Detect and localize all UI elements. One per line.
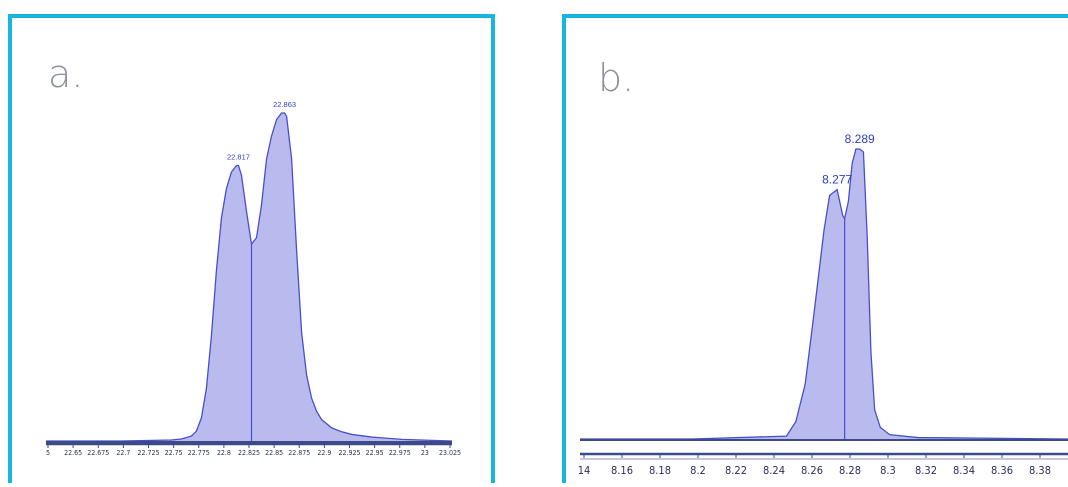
peak-label: 8.277 [822, 173, 852, 187]
x-tick-label: 22.875 [288, 449, 310, 457]
x-tick-label: 23 [421, 449, 429, 457]
chart-panel-a: a. 5 22.65 22.675 22.7 22.725 22.75 22.775 22.8… [8, 14, 495, 483]
x-tick-label: 8.28 [839, 464, 861, 477]
x-tick-label: 22.65 [64, 449, 82, 457]
x-tick-label: 22.775 [188, 449, 210, 457]
x-tick-label: 8.16 [611, 464, 633, 477]
x-tick-label: 22.7 [116, 449, 130, 457]
chart-panel-b: b. 14 8.16 8.18 8.2 8.22 8.24 8.26 8.28 8.3 8.32 8… [562, 14, 1068, 483]
chromatogram-a: 5 22.65 22.675 22.7 22.725 22.75 22.775 22.8 22.… [46, 100, 461, 457]
x-tick-label: 22.8 [217, 449, 231, 457]
x-tick-label: 22.675 [87, 449, 109, 457]
x-tick-label: 22.95 [366, 449, 384, 457]
x-tick-label: 14 [578, 464, 591, 477]
peak-area [580, 149, 1068, 439]
peak-label: 8.289 [845, 132, 875, 146]
signal-line [580, 148, 1068, 440]
x-tick-label: 8.18 [649, 464, 671, 477]
peak-label: 22.817 [227, 152, 250, 161]
peak-label: 22.863 [273, 100, 296, 109]
x-tick-label: 8.38 [1029, 464, 1051, 477]
signal-line [46, 112, 453, 442]
x-tick-label: 22.925 [338, 449, 360, 457]
x-tick-label: 8.2 [690, 464, 706, 477]
chromatogram-b: 14 8.16 8.18 8.2 8.22 8.24 8.26 8.28 8.3 8.32 8.34… [578, 132, 1068, 477]
x-tick-label: 8.34 [953, 464, 975, 477]
panel-label-b: b. [598, 56, 635, 100]
x-tick-label: 8.24 [763, 464, 785, 477]
x-tick-label: 22.825 [238, 449, 260, 457]
x-tick-label: 5 [46, 449, 50, 457]
x-tick-label: 22.75 [165, 449, 183, 457]
panel-label-a: a. [48, 52, 84, 96]
x-tick-label: 23.025 [439, 449, 461, 457]
x-tick-label: 8.3 [880, 464, 896, 477]
x-tick-label: 22.85 [265, 449, 283, 457]
x-tick-label: 8.22 [725, 464, 747, 477]
x-tick-label: 22.975 [389, 449, 411, 457]
x-tick-label: 22.9 [317, 449, 331, 457]
x-tick-label: 22.725 [137, 449, 159, 457]
peak-area [46, 113, 452, 441]
x-tick-label: 8.26 [801, 464, 823, 477]
x-tick-label: 8.36 [991, 464, 1013, 477]
x-tick-label: 8.32 [915, 464, 937, 477]
